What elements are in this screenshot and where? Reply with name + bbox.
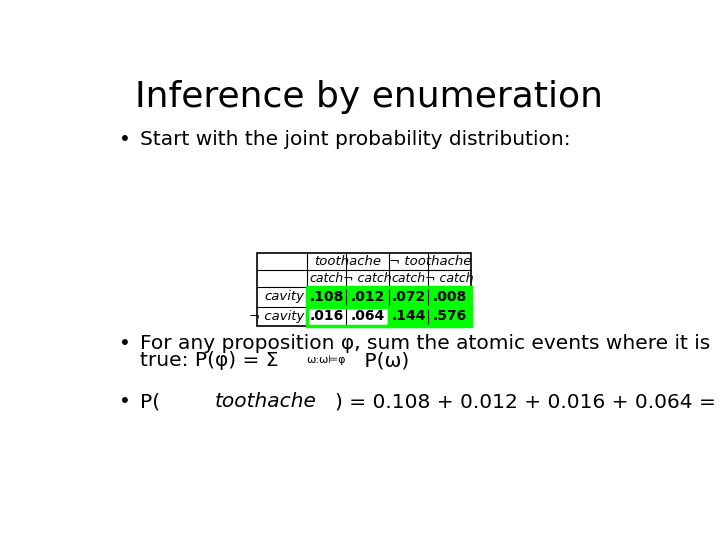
Text: P(ω): P(ω)	[358, 351, 409, 370]
Text: cavity: cavity	[264, 291, 304, 303]
Text: .016: .016	[310, 309, 343, 323]
Bar	[307, 287, 472, 307]
Text: For any proposition φ, sum the atomic events where it is: For any proposition φ, sum the atomic ev…	[140, 334, 711, 353]
Bar	[389, 307, 472, 326]
Bar	[307, 307, 389, 326]
Text: .108: .108	[309, 290, 343, 304]
Text: .144: .144	[391, 309, 426, 323]
Text: •: •	[119, 130, 131, 149]
Bar	[256, 253, 472, 326]
Text: catch: catch	[310, 272, 343, 285]
Text: true: P(φ) = Σ: true: P(φ) = Σ	[140, 351, 279, 370]
Text: toothache: toothache	[215, 392, 316, 411]
Text: catch: catch	[392, 272, 426, 285]
Text: Start with the joint probability distribution:: Start with the joint probability distrib…	[140, 130, 571, 149]
Text: ¬ cavity: ¬ cavity	[248, 310, 304, 323]
Text: .072: .072	[392, 290, 426, 304]
Text: .576: .576	[433, 309, 467, 323]
Text: Inference by enumeration: Inference by enumeration	[135, 80, 603, 114]
Text: ¬ catch: ¬ catch	[426, 272, 474, 285]
Text: .012: .012	[350, 290, 384, 304]
Text: ¬ catch: ¬ catch	[343, 272, 392, 285]
Text: ¬ toothache: ¬ toothache	[389, 255, 472, 268]
Text: ω:ω⊨φ: ω:ω⊨φ	[306, 355, 346, 365]
Bar	[307, 287, 472, 307]
Text: .064: .064	[351, 309, 384, 323]
Text: .008: .008	[433, 290, 467, 304]
Text: ) = 0.108 + 0.012 + 0.016 + 0.064 = 0.2: ) = 0.108 + 0.012 + 0.016 + 0.064 = 0.2	[335, 392, 720, 411]
Text: toothache: toothache	[315, 255, 382, 268]
Bar	[389, 307, 472, 326]
Text: •: •	[119, 392, 131, 411]
Text: •: •	[119, 334, 131, 353]
Text: P(: P(	[140, 392, 161, 411]
